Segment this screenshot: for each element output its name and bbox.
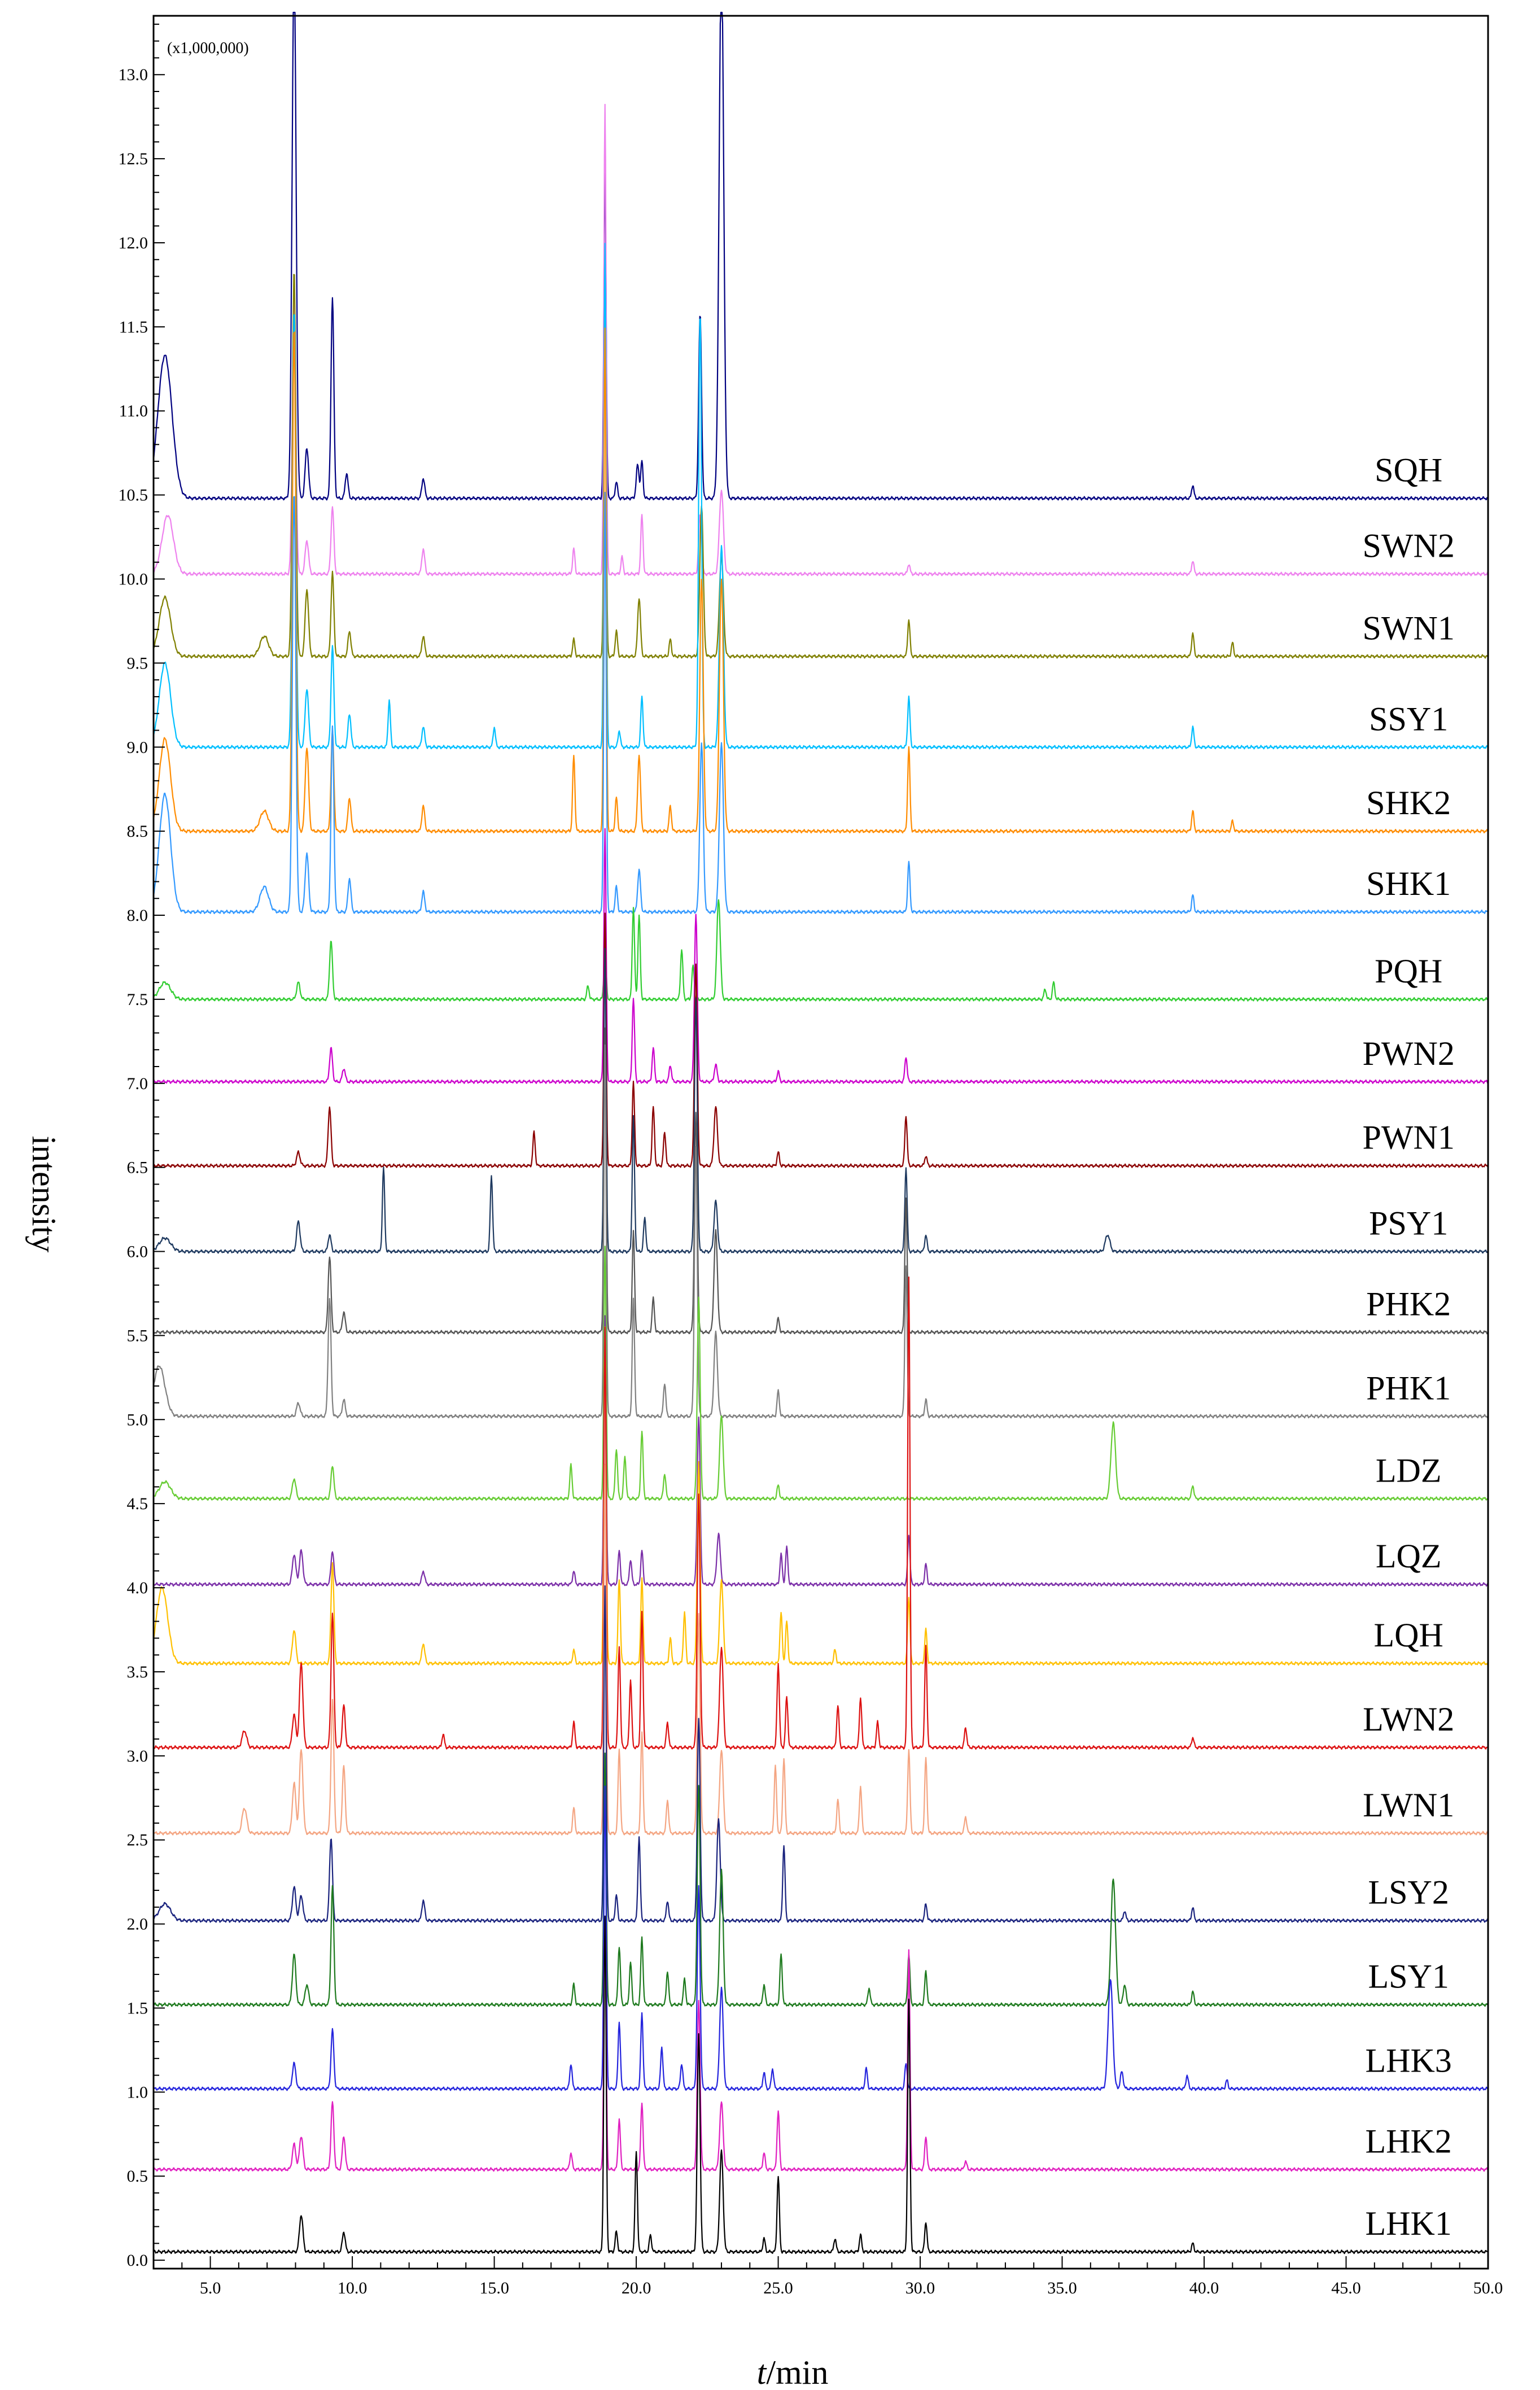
x-tick-label: 40.0 — [1189, 2279, 1219, 2297]
trace-label-phk2: PHK2 — [1366, 1285, 1451, 1322]
trace-label-shk1: SHK1 — [1366, 865, 1451, 902]
y-tick-label: 10.0 — [119, 570, 148, 589]
trace-labels: SQH SWN2 SWN1 SSY1 SHK2 SHK1 PQH PWN2 PWN1 PSY1 PH… — [1362, 452, 1454, 2243]
trace-label-phk1: PHK1 — [1366, 1369, 1451, 1406]
x-tick-label: 50.0 — [1473, 2279, 1503, 2297]
y-tick-label: 0.0 — [127, 2251, 148, 2270]
y-tick-label: 11.0 — [119, 402, 148, 421]
trace-label-psy1: PSY1 — [1369, 1205, 1448, 1242]
y-tick-label: 8.0 — [127, 906, 148, 925]
x-tick-label: 25.0 — [763, 2279, 793, 2297]
x-axis-title-italic: t — [757, 2354, 767, 2390]
y-tick-label: 9.5 — [127, 654, 148, 672]
x-tick-label: 30.0 — [905, 2279, 935, 2297]
trace-ssy1 — [152, 242, 1489, 750]
y-tick-label: 2.5 — [127, 1831, 148, 1850]
y-tick-label: 3.5 — [127, 1663, 148, 1681]
trace-lhk1 — [153, 1915, 1489, 2254]
plot-frame — [152, 15, 1489, 2270]
trace-lqh — [152, 1326, 1489, 1666]
trace-label-lwn1: LWN1 — [1363, 1786, 1454, 1824]
trace-label-ldz: LDZ — [1376, 1452, 1442, 1489]
y-tick-label: 5.5 — [127, 1326, 148, 1345]
x-axis: 5.0 10.0 15.0 20.0 25.0 30.0 35.0 40.0 45.0 50.0 — [153, 2256, 1503, 2297]
y-tick-label: 3.0 — [127, 1747, 148, 1766]
trace-pwn2 — [153, 828, 1489, 1084]
y-tick-label: 1.0 — [127, 2083, 148, 2101]
trace-label-lhk2: LHK2 — [1366, 2122, 1452, 2160]
x-tick-label: 15.0 — [479, 2279, 509, 2297]
trace-lwn1 — [152, 1463, 1489, 1836]
trace-label-lsy1: LSY1 — [1368, 1958, 1449, 1995]
trace-ldz — [153, 1246, 1489, 1501]
trace-label-pwn2: PWN2 — [1362, 1035, 1454, 1072]
y-tick-label: 1.5 — [127, 1999, 148, 2017]
trace-swn2 — [153, 103, 1489, 576]
trace-label-lqh: LQH — [1374, 1616, 1443, 1654]
x-axis-title: t/min — [757, 2354, 829, 2390]
y-tick-label: 8.5 — [127, 822, 148, 841]
chromatogram-traces — [152, 11, 1489, 2254]
y-tick-label: 6.5 — [127, 1159, 148, 1177]
trace-swn1 — [152, 274, 1489, 659]
trace-lqz — [153, 1315, 1489, 1587]
trace-lsy2 — [152, 1585, 1489, 1923]
trace-shk1 — [152, 491, 1489, 915]
trace-label-swn1: SWN1 — [1362, 609, 1454, 646]
y-tick-label: 13.0 — [119, 65, 148, 84]
x-axis-title-unit: /min — [766, 2354, 828, 2390]
y-tick-label: 10.5 — [119, 486, 148, 505]
trace-pwn1 — [153, 912, 1489, 1168]
trace-label-pqh: PQH — [1375, 952, 1442, 990]
y-tick-label: 6.0 — [127, 1243, 148, 1261]
x-tick-label: 20.0 — [622, 2279, 651, 2297]
y-tick-label: 7.5 — [127, 990, 148, 1009]
y-tick-label: 7.0 — [127, 1074, 148, 1093]
y-tick-label: 4.0 — [127, 1579, 148, 1597]
trace-label-pwn1: PWN1 — [1362, 1119, 1454, 1156]
y-axis-title: intensity — [25, 1136, 63, 1253]
trace-lwn2 — [153, 1276, 1489, 1750]
trace-label-lhk1: LHK1 — [1366, 2205, 1452, 2242]
y-tick-label: 2.0 — [127, 1915, 148, 1934]
trace-label-shk2: SHK2 — [1366, 784, 1451, 822]
y-tick-label: 12.5 — [119, 150, 148, 168]
trace-label-lqz: LQZ — [1376, 1537, 1442, 1575]
trace-lhk2 — [152, 1917, 1489, 2172]
trace-label-ssy1: SSY1 — [1369, 700, 1448, 737]
trace-sqh — [152, 11, 1489, 501]
trace-label-lhk3: LHK3 — [1366, 2042, 1452, 2079]
trace-label-sqh: SQH — [1375, 452, 1442, 489]
y-tick-label: 12.0 — [119, 234, 148, 252]
intensity-scale-label: (x1,000,000) — [167, 40, 249, 57]
trace-label-swn2: SWN2 — [1362, 527, 1454, 565]
trace-pqh — [153, 899, 1489, 1002]
trace-label-lwn2: LWN2 — [1363, 1701, 1454, 1738]
trace-psy1 — [153, 947, 1489, 1254]
y-tick-label: 4.5 — [127, 1495, 148, 1513]
y-tick-label: 5.0 — [127, 1410, 148, 1429]
trace-lsy1 — [153, 1752, 1489, 2007]
trace-phk1 — [152, 1044, 1489, 1419]
y-tick-label: 0.5 — [127, 2167, 148, 2186]
trace-phk2 — [152, 1027, 1489, 1335]
y-axis: 0.0 0.5 1.0 1.5 2.0 2.5 3.0 3.5 4.0 4.5 5.0 5.5 6.0 6… — [119, 23, 165, 2270]
y-tick-label: 11.5 — [119, 318, 148, 337]
x-tick-label: 5.0 — [200, 2279, 221, 2297]
y-tick-label: 9.0 — [127, 738, 148, 757]
x-tick-label: 10.0 — [338, 2279, 368, 2297]
x-tick-label: 35.0 — [1047, 2279, 1077, 2297]
trace-label-lsy2: LSY2 — [1368, 1874, 1449, 1911]
trace-shk2 — [152, 327, 1489, 834]
trace-lhk3 — [153, 1785, 1489, 2091]
x-tick-label: 45.0 — [1331, 2279, 1361, 2297]
